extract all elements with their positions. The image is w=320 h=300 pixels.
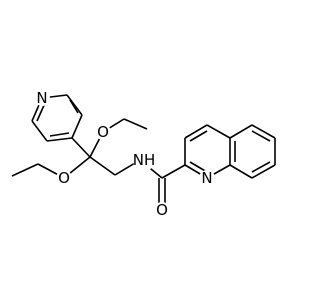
atom-label: NH (133, 151, 156, 169)
atom-label: N (201, 169, 212, 187)
atom-label: N (36, 89, 47, 107)
atom-label: O (58, 169, 70, 187)
atom-labels: N O O NH N O (34, 89, 215, 219)
atom-label: O (156, 201, 168, 219)
molecule-diagram: N O O NH N O (11, 89, 276, 219)
atom-label: O (97, 123, 109, 141)
